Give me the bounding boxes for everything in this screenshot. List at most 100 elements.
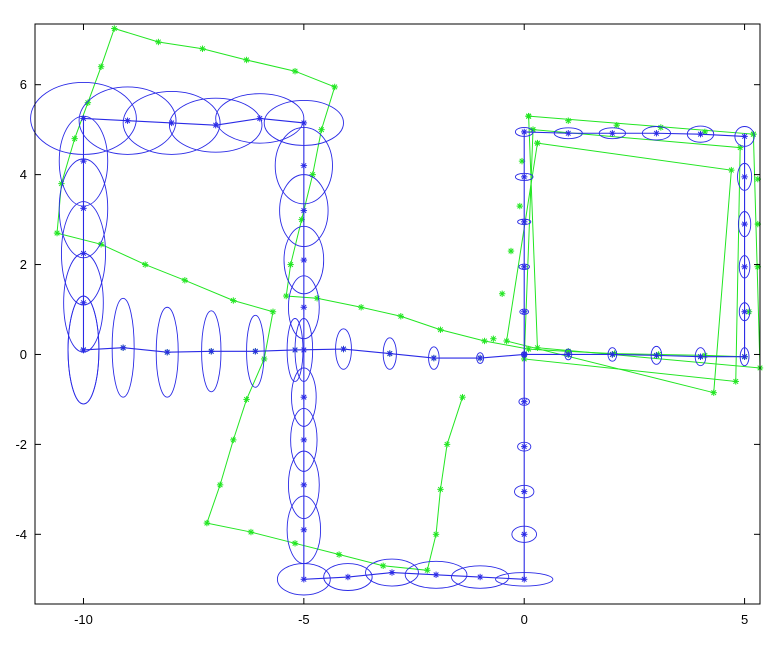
estimated-point-2	[164, 349, 171, 356]
true-path-point-5	[525, 345, 532, 353]
estimated-point-45	[300, 346, 308, 354]
estimated-point-23	[609, 130, 616, 137]
estimated-point-38	[388, 569, 396, 576]
true-path-point-45	[459, 393, 466, 401]
true-path-point-20	[155, 38, 162, 46]
estimated-point-11	[565, 351, 572, 358]
estimated-point-22	[653, 130, 660, 137]
estimated-point-12	[609, 351, 616, 358]
estimated-point-8	[430, 354, 438, 362]
estimated-point-6	[340, 345, 347, 353]
true-corner-point-0-4	[525, 112, 532, 120]
true-path-point-16	[331, 83, 338, 91]
uncertainty-ellipse-37	[404, 560, 468, 589]
true-loop-point-29	[498, 290, 506, 297]
estimated-point-51	[256, 115, 263, 122]
x-tick-label: 5	[741, 612, 748, 627]
estimated-point-49	[300, 162, 308, 169]
true-path-point-11	[283, 292, 290, 300]
uncertainty-ellipse-36	[451, 565, 510, 589]
estimated-point-40	[300, 576, 308, 583]
true-path-point-30	[230, 297, 237, 304]
true-path-point-41	[424, 567, 431, 574]
estimated-point-27	[521, 218, 528, 226]
estimated-point-59	[80, 299, 87, 306]
y-tick-label: 4	[20, 167, 27, 182]
estimated-point-50	[300, 119, 308, 127]
estimated-point-42	[300, 481, 308, 489]
true-path-point-33	[243, 396, 250, 403]
estimated-point-32	[521, 443, 528, 450]
estimated-point-18	[741, 220, 748, 228]
y-tick-label: 0	[20, 347, 27, 362]
estimated-point-58	[80, 250, 87, 257]
estimated-point-30	[521, 351, 528, 358]
true-path-point-9	[357, 304, 365, 311]
estimated-point-31	[521, 398, 528, 405]
true-path-point-7	[437, 326, 444, 333]
estimated-point-21	[697, 130, 704, 138]
true-path-point-35	[216, 481, 224, 489]
uncertainty-ellipse-38	[365, 558, 419, 587]
true-path-point-17	[291, 68, 299, 75]
estimated-point-48	[300, 207, 308, 214]
true-path-point-22	[97, 63, 105, 70]
estimated-point-53	[168, 119, 175, 127]
true-path-point-26	[53, 229, 61, 237]
true-path-point-12	[287, 261, 294, 268]
estimated-point-15	[741, 353, 748, 360]
estimated-point-14	[697, 353, 704, 360]
true-loop-point-30	[490, 335, 497, 342]
true-loop-point-24	[565, 117, 572, 124]
estimated-point-24	[565, 130, 572, 137]
estimated-point-44	[300, 393, 308, 401]
true-path-point-8	[397, 313, 405, 320]
true-path-point-21	[111, 25, 118, 32]
estimated-point-54	[124, 117, 131, 124]
plot-frame	[34, 23, 761, 605]
estimated-point-47	[300, 256, 308, 264]
estimated-point-16	[741, 308, 748, 315]
estimated-point-41	[300, 526, 308, 534]
true-loop-point-27	[516, 202, 524, 210]
uncertainty-ellipse-53	[122, 90, 221, 155]
estimated-point-3	[208, 348, 215, 355]
estimated-point-9	[476, 354, 484, 362]
true-path-point-40	[379, 562, 387, 569]
true-corner-point-2-1	[728, 166, 735, 174]
y-tick-label: -2	[15, 437, 27, 452]
y-tick-label: 2	[20, 257, 27, 272]
uncertainty-ellipse-51	[215, 93, 305, 144]
true-path-point-6	[481, 337, 488, 345]
estimated-point-25	[521, 128, 528, 136]
uncertainty-ellipse-39	[323, 563, 373, 591]
estimated-point-60	[80, 346, 87, 354]
uncertainty-ellipse-1	[111, 297, 135, 398]
true-path-point-23	[84, 99, 92, 106]
true-corner-point-0-3	[534, 344, 541, 351]
estimated-point-46	[300, 304, 308, 311]
true-loop-point-28	[507, 247, 515, 255]
x-tick-label: 0	[521, 612, 528, 627]
true-path-point-36	[203, 519, 211, 527]
estimated-point-5	[291, 346, 299, 354]
axis-ticks: -10 -5 0 5 -4 -2 0 2 4 6	[15, 24, 760, 627]
true-path-point-43	[437, 486, 444, 493]
plot-background	[35, 24, 760, 604]
estimated-point-7	[386, 350, 393, 357]
true-path-point-31	[269, 308, 277, 315]
x-tick-label: -10	[74, 612, 93, 627]
estimated-point-13	[653, 352, 660, 359]
y-tick-label: -4	[15, 527, 27, 542]
uncertainty-ellipse-54	[78, 86, 177, 155]
estimated-point-29	[521, 308, 528, 315]
true-path-point-19	[199, 45, 206, 52]
true-path-point-34	[230, 436, 237, 444]
estimated-point-43	[300, 436, 308, 444]
estimated-point-57	[80, 205, 87, 212]
true-path-point-18	[243, 56, 250, 64]
chart-marks	[30, 25, 764, 596]
true-path-point-28	[141, 261, 149, 268]
estimated-point-56	[80, 157, 87, 165]
estimated-point-34	[521, 531, 528, 538]
